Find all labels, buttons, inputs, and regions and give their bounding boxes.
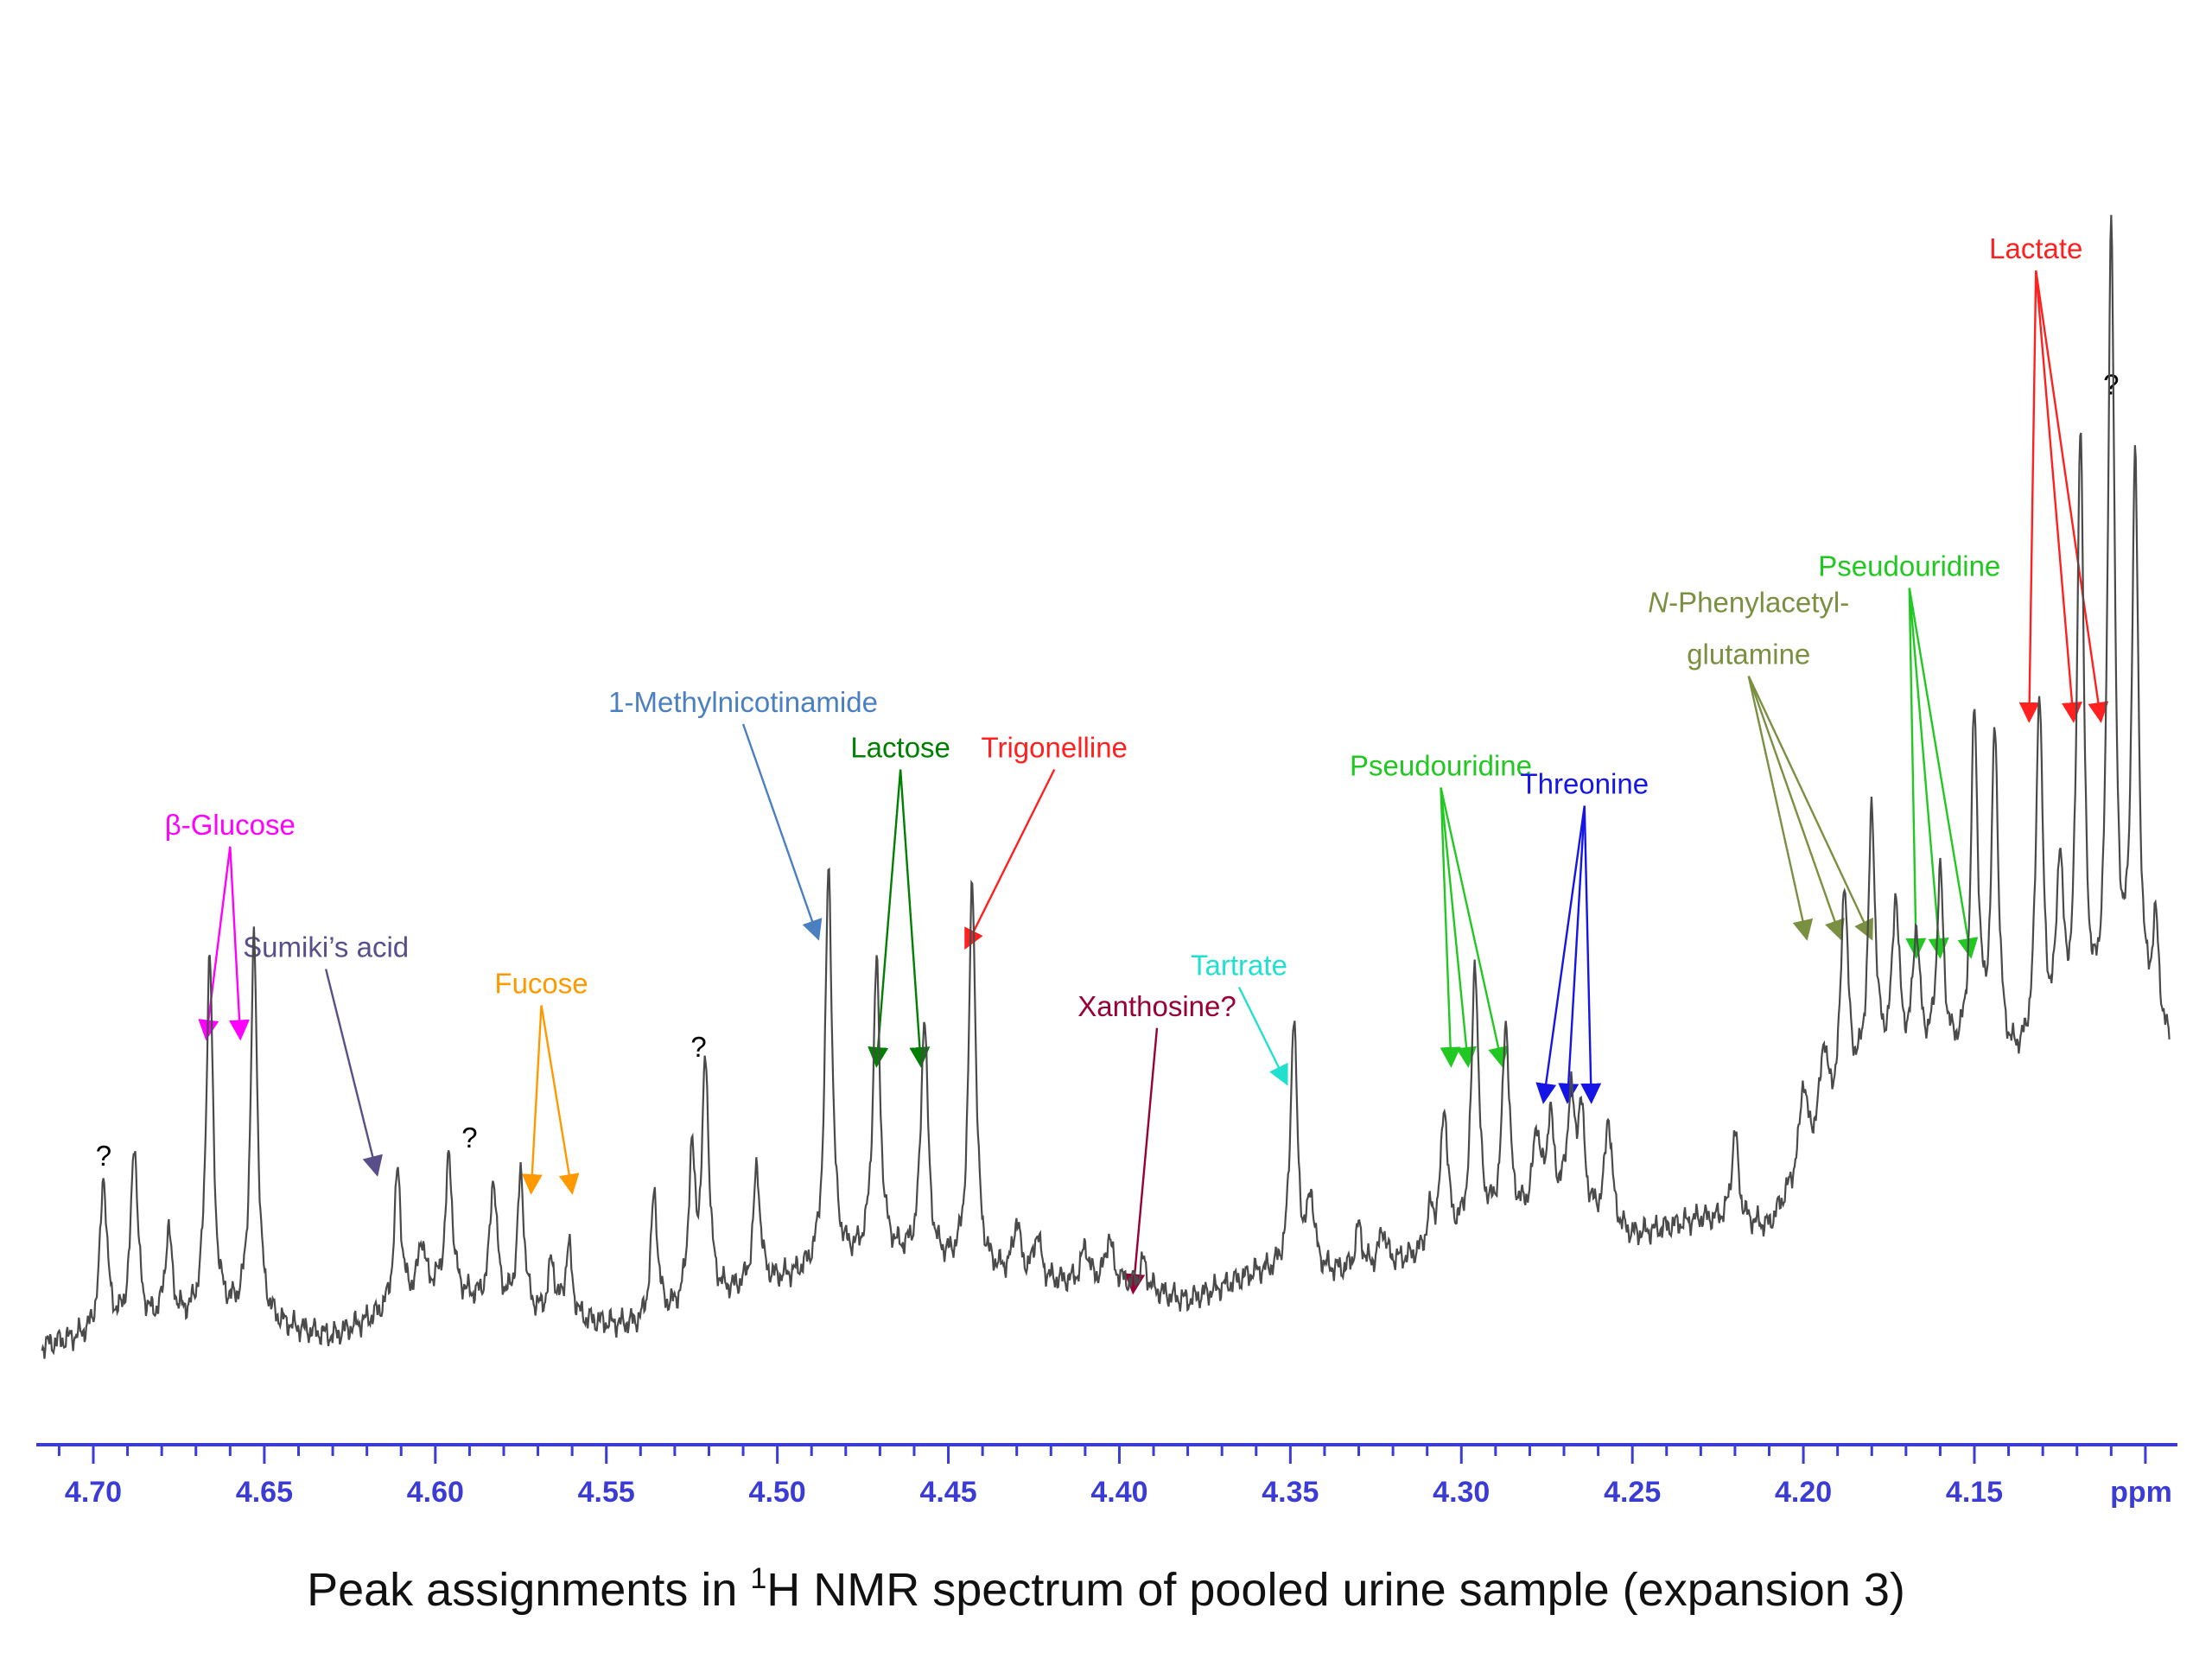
annotation-arrow [868, 769, 902, 1068]
annotation-label: ? [2103, 369, 2119, 401]
annotation-lactose: Lactose [850, 732, 950, 1068]
x-tick-label: 4.30 [1433, 1476, 1490, 1509]
x-tick-label: 4.60 [407, 1476, 464, 1509]
annotation-label: Lactate [1989, 232, 2082, 264]
annotation-label: N-Phenylacetyl- [1648, 587, 1849, 619]
annotation-arrow [1440, 787, 1461, 1068]
annotation-: ? [2103, 369, 2119, 401]
annotation-label: ? [96, 1140, 111, 1172]
annotation-label: Xanthosine? [1077, 990, 1236, 1022]
annotation-arrow [1237, 986, 1288, 1086]
annotation-lactate: Lactate [1989, 232, 2109, 723]
annotation-label: ? [690, 1031, 706, 1063]
annotation-arrow [1747, 675, 1873, 941]
annotation-label: Pseudouridine [1350, 750, 1532, 782]
x-tick-label: 4.55 [578, 1476, 635, 1509]
x-tick-label: 4.40 [1090, 1476, 1147, 1509]
annotation-label: 1-Methylnicotinamide [608, 686, 878, 718]
annotation-label-line2: glutamine [1687, 639, 1810, 671]
annotation-arrow [2018, 270, 2040, 723]
annotation-arrow [540, 1005, 580, 1195]
x-tick-label: 4.20 [1775, 1476, 1832, 1509]
annotation-arrow [741, 723, 823, 941]
annotation-arrow [1747, 676, 1845, 941]
caption-prefix: Peak assignments in [307, 1564, 750, 1616]
x-axis-unit-label: ppm [2110, 1476, 2172, 1509]
x-tick-label: 4.15 [1946, 1476, 2003, 1509]
annotation-arrow [1908, 588, 1979, 959]
annotation-label: Trigonelline [982, 732, 1128, 764]
annotation-arrow [324, 969, 383, 1177]
annotation-arrow [964, 768, 1056, 950]
annotation-threonine: Threonine [1520, 768, 1649, 1104]
peak-annotations: β-Glucose Sumiki’s acid?? Fucose? 1-Methyln… [96, 232, 2120, 1295]
annotation-arrow [229, 846, 251, 1041]
annotation-arrow [1124, 1027, 1159, 1295]
x-tick-label: 4.45 [919, 1476, 976, 1509]
annotation-arrow [198, 846, 232, 1041]
annotation-label: ? [461, 1122, 477, 1154]
annotation-arrow [1580, 805, 1602, 1104]
annotation-pseudouridine: Pseudouridine [1350, 750, 1532, 1068]
annotation-label: Lactose [850, 732, 950, 764]
x-axis-ticks: 4.70 4.65 4.60 4.55 4.50 4.45 4.40 4.35 4.30 4.25… [57, 1445, 2147, 1509]
annotation-label: Threonine [1520, 768, 1649, 800]
annotation-arrow [1440, 787, 1478, 1068]
spectrum-trace [41, 214, 2171, 1359]
figure-caption: Peak assignments in 1H NMR spectrum of p… [307, 1562, 1905, 1616]
annotation-arrow [1535, 805, 1586, 1104]
annotation-arrow [2035, 270, 2109, 723]
annotation-tartrate: Tartrate [1191, 950, 1288, 1086]
x-tick-label: 4.25 [1604, 1476, 1661, 1509]
annotation-: ? [690, 1031, 706, 1063]
annotation-sumiki-s-acid: Sumiki’s acid [243, 931, 409, 1177]
annotation-fucose: Fucose [494, 968, 588, 1195]
annotation-arrow [1908, 588, 1949, 959]
annotation-arrow [1747, 676, 1814, 941]
annotation-n-phenylacetyl: N-Phenylacetyl-glutamine [1648, 587, 1873, 941]
annotation-label: β-Glucose [165, 809, 296, 841]
annotation-trigonelline: Trigonelline [964, 732, 1128, 950]
annotation-label: Sumiki’s acid [243, 931, 409, 963]
annotation-: ? [461, 1122, 477, 1154]
x-tick-label: 4.50 [749, 1476, 806, 1509]
x-axis: 4.70 4.65 4.60 4.55 4.50 4.45 4.40 4.35 4.30 4.25… [36, 1443, 2177, 1509]
annotation-label: Tartrate [1191, 950, 1287, 982]
annotation-arrow [1440, 787, 1509, 1068]
caption-suffix: H NMR spectrum of pooled urine sample (e… [766, 1564, 1905, 1616]
annotation-1-methylnicotinamide: 1-Methylnicotinamide [608, 686, 878, 941]
x-tick-label: 4.70 [65, 1476, 122, 1509]
annotation-pseudouridine: Pseudouridine [1818, 550, 2000, 959]
annotation-glucose: β-Glucose [165, 809, 296, 1041]
annotation-arrow [521, 1005, 543, 1195]
annotation-label: Fucose [494, 968, 588, 1000]
annotation-: ? [96, 1140, 111, 1172]
annotation-arrow [1558, 805, 1586, 1104]
annotation-arrow [899, 769, 931, 1068]
x-tick-label: 4.65 [236, 1476, 293, 1509]
x-tick-label: 4.35 [1262, 1476, 1319, 1509]
annotation-arrow [2035, 270, 2082, 723]
annotation-label: Pseudouridine [1818, 550, 2000, 582]
caption-superscript: 1 [750, 1562, 766, 1595]
annotation-arrow [1905, 588, 1927, 959]
annotation-xanthosine: Xanthosine? [1077, 990, 1236, 1295]
